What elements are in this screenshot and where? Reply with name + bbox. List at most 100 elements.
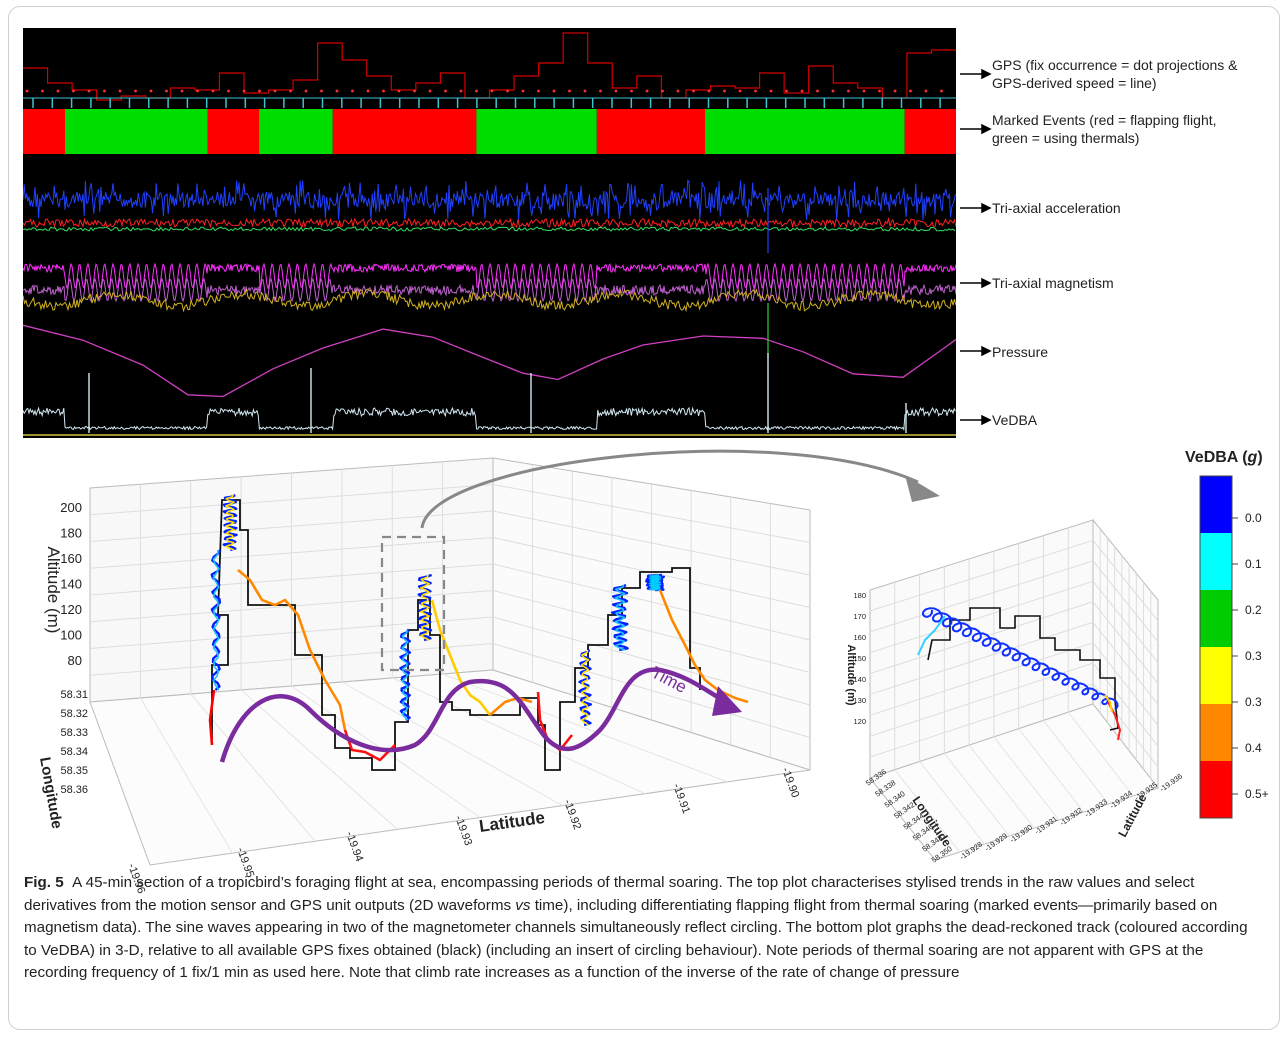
altitude-tick-label: 80	[68, 653, 82, 668]
vedba-trace	[23, 353, 956, 436]
inset-grid-line	[1092, 540, 1159, 622]
inset-grid-line	[993, 736, 1060, 821]
gps-fix-dot	[41, 89, 44, 93]
colorbar-title: VeDBA (g)	[1185, 449, 1263, 466]
inset-grid-line	[919, 761, 985, 845]
colorbar-segment	[1200, 761, 1232, 818]
gps-fix-dot	[676, 89, 680, 93]
gps-fix-dot	[568, 89, 571, 93]
track-segment	[208, 689, 216, 746]
gps-fix-dot	[397, 89, 401, 93]
gps-fix-dot	[475, 89, 478, 93]
colorbar-tick-label: 0.2	[1245, 603, 1262, 617]
colorbar-tick-label: 0.4	[1245, 741, 1262, 755]
gps-fix-dot	[769, 89, 773, 93]
track-segment	[430, 599, 492, 716]
colorbar-tick-label: 0.1	[1245, 557, 1262, 571]
colorbar-segment	[1200, 647, 1232, 704]
magnetism-label: Tri-axial magnetism	[992, 275, 1114, 291]
vedba-colorbar: 0.0 0.1 0.2 0.3 0.3 0.4 0.5+	[1199, 475, 1269, 819]
acceleration-trace	[23, 179, 956, 253]
colorbar-segment	[1200, 704, 1232, 761]
gps-fix-dot	[878, 89, 881, 93]
sensor-waveform-plot	[23, 28, 956, 438]
grid-line	[240, 689, 398, 830]
gps-fix-dot	[366, 89, 370, 93]
event-segment-flapping	[207, 109, 260, 154]
inset-grid-line	[1018, 728, 1085, 813]
track-segment	[417, 573, 433, 642]
time-arrow-head	[712, 686, 742, 716]
acc-sway-line	[23, 217, 956, 229]
grid-line	[442, 673, 728, 783]
gps-fix-dot	[645, 89, 649, 93]
event-segment-thermal	[476, 109, 597, 154]
mag-channel-1	[23, 262, 956, 290]
grid-line	[89, 563, 494, 596]
grid-line	[492, 616, 811, 706]
gps-fix-dot	[180, 89, 184, 93]
inset-grid-line	[1092, 581, 1159, 663]
event-segment-flapping	[23, 109, 65, 154]
inset-altitude-tick: 150	[853, 654, 866, 663]
longitude-tick-label: 58.34	[60, 746, 88, 758]
caption-vs: vs	[515, 896, 531, 914]
label-arrows	[960, 68, 992, 426]
colorbar-tick-label: 0.3	[1245, 649, 1262, 663]
gps-fix-dot	[25, 89, 29, 93]
gps-fix-dot	[552, 89, 556, 93]
gps-fix-dot	[692, 89, 695, 93]
inset-grid-line	[1092, 642, 1159, 726]
grid-line	[492, 590, 811, 673]
gps-fix-dot	[413, 89, 416, 93]
gps-fix-dot	[940, 89, 943, 93]
gps-fix-dot	[847, 89, 850, 93]
gps-speed-line	[23, 32, 956, 101]
gps-fix-dot	[490, 89, 494, 93]
gps-fix-dot	[289, 89, 292, 93]
inset-track-line	[921, 607, 1119, 710]
inset-grid-line	[869, 662, 1094, 737]
inset-grid-line	[1092, 662, 1159, 747]
insert-region-box	[380, 535, 446, 672]
inset-grid-line	[968, 744, 1035, 829]
grid-line	[492, 563, 811, 641]
colorbar-segment	[1200, 590, 1232, 647]
mag-channel-3	[23, 288, 956, 313]
gps-fix-dot	[661, 89, 664, 93]
gps-label: GPS (fix occurrence = dot projections & …	[992, 57, 1238, 91]
gps-fix-dot	[428, 89, 432, 93]
gps-fix-dot	[149, 89, 153, 93]
gps-fix-dot	[816, 89, 819, 93]
gps-fix-dot	[583, 89, 587, 93]
longitude-tick-label: 58.31	[60, 689, 88, 701]
grid-line	[492, 643, 811, 738]
inset-grid-line	[1092, 621, 1159, 705]
gps-fix-dot	[165, 89, 168, 93]
inset-altitude-tick: 160	[853, 633, 866, 642]
main-3d-plot	[89, 457, 811, 866]
gps-fix-dot	[723, 89, 726, 93]
inset-grid-line	[1092, 601, 1159, 684]
gps-fix-dot	[537, 89, 540, 93]
mag-channel-2	[23, 277, 956, 303]
longitude-tick-label: 58.36	[60, 784, 88, 796]
colorbar-border	[1199, 475, 1233, 819]
grid-line	[392, 677, 646, 795]
time-arrow	[219, 667, 732, 763]
gps-fix-dot	[506, 89, 509, 93]
colorbar-tick-label: 0.5+	[1245, 787, 1269, 801]
figure-frame	[8, 6, 1280, 1030]
inset-track	[917, 607, 1122, 741]
gps-fix-dot	[459, 89, 463, 93]
magnetism-trace	[23, 262, 956, 313]
gps-fix-dot	[320, 89, 323, 93]
event-segment-thermal	[259, 109, 333, 154]
longitude-tick-label: 58.33	[60, 727, 88, 739]
main-track	[208, 494, 749, 771]
gps-fix-dot	[382, 89, 385, 93]
caption-text-a: A 45-min section of a tropicbird’s forag…	[24, 874, 1195, 914]
inset-gps-path	[927, 607, 1119, 731]
inset-grid-line	[1092, 560, 1159, 643]
